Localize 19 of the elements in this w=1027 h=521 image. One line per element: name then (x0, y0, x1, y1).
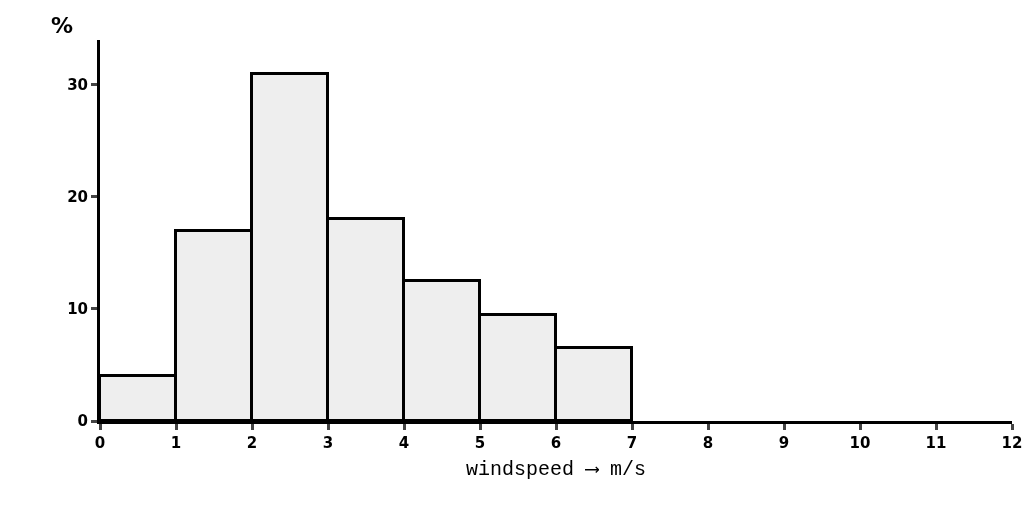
x-tick-label: 10 (849, 434, 871, 452)
x-tick-label: 1 (170, 434, 182, 452)
y-tick-label: 10 (67, 300, 88, 319)
x-tick-label: 7 (626, 434, 638, 452)
x-tick-label: 5 (474, 434, 486, 452)
x-axis-title: windspeed ⟶ m/s (465, 457, 647, 481)
y-axis-title: % (51, 13, 74, 38)
x-tick-label: 12 (1001, 434, 1023, 452)
x-tick-label: 11 (925, 434, 947, 452)
x-tick-label: 4 (398, 434, 410, 452)
y-tick-label: 0 (77, 412, 88, 431)
x-tick-label: 9 (778, 434, 790, 452)
x-tick-label: 3 (322, 434, 334, 452)
x-tick-label: 0 (94, 434, 106, 452)
y-tick-label: 20 (67, 188, 88, 207)
y-tick-label: 30 (67, 76, 88, 95)
x-tick-label: 6 (550, 434, 562, 452)
x-tick-label: 8 (702, 434, 714, 452)
x-tick-label: 2 (246, 434, 258, 452)
